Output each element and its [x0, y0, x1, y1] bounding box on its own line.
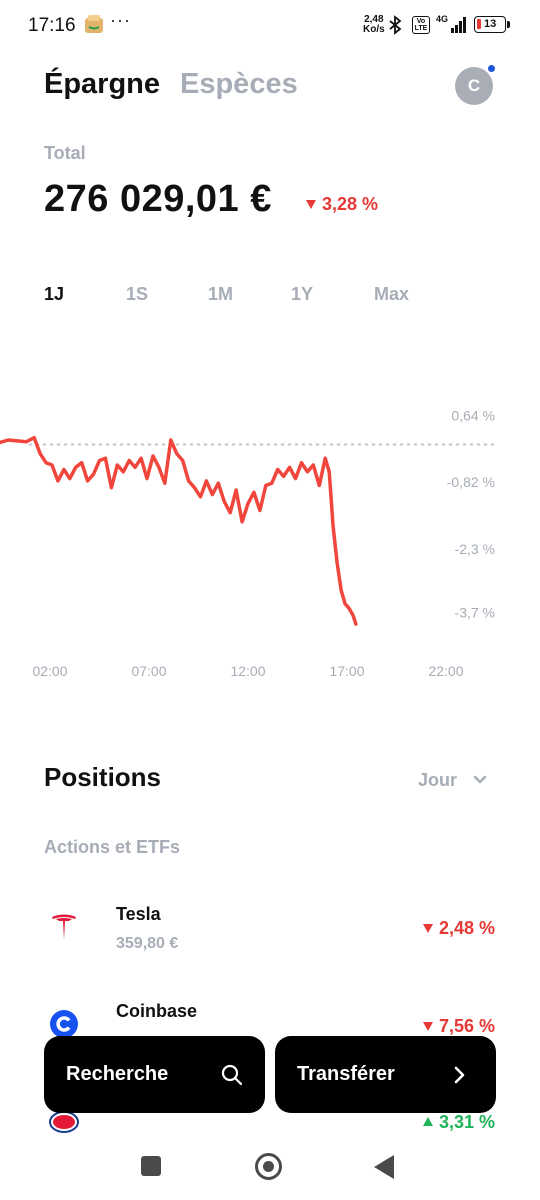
tab-especes[interactable]: Espèces	[180, 68, 298, 100]
range-tab-1y[interactable]: 1Y	[291, 284, 314, 304]
position-row-coinbase[interactable]: Coinbase 7,56 %	[0, 990, 540, 1080]
y-tick-label: -3,7 %	[455, 605, 495, 621]
bluetooth-icon	[389, 15, 402, 35]
more-notifications-icon: ···	[110, 10, 131, 30]
home-icon-dot	[263, 1161, 274, 1172]
x-tick-label: 07:00	[131, 663, 166, 679]
down-arrow-icon	[422, 924, 433, 933]
position-change: 2,48 %	[422, 918, 495, 939]
chevron-down-icon[interactable]	[472, 772, 488, 788]
network-speed: 2,48 Ko/s	[363, 15, 385, 35]
x-tick-label: 02:00	[32, 663, 67, 679]
range-tab-max[interactable]: Max	[374, 284, 410, 304]
signal-icon	[451, 17, 466, 33]
position-change: 7,56 %	[422, 1016, 495, 1037]
network-type: 4G	[436, 14, 449, 24]
transfer-button-label: Transférer	[297, 1063, 395, 1085]
tesla-logo-icon	[52, 914, 76, 940]
position-change-value: 7,56 %	[438, 1016, 495, 1036]
total-value: 276 029,01 €	[44, 178, 272, 220]
battery-icon: 13	[474, 16, 506, 33]
total-label: Total	[44, 143, 86, 163]
search-icon	[221, 1064, 243, 1086]
position-name: Tesla	[116, 904, 161, 924]
x-tick-label: 17:00	[329, 663, 364, 679]
notification-dot	[487, 64, 496, 73]
battery-level	[477, 19, 481, 29]
down-arrow-icon	[422, 1022, 433, 1031]
position-price: 359,80 €	[116, 935, 179, 952]
network-speed-unit: Ko/s	[363, 24, 385, 35]
y-tick-label: 0,64 %	[451, 407, 495, 423]
x-tick-label: 12:00	[230, 663, 265, 679]
y-tick-label: -2,3 %	[455, 541, 495, 557]
y-tick-label: -0,82 %	[447, 474, 495, 490]
position-row-esso[interactable]: 3,31 %	[0, 1088, 540, 1178]
search-button[interactable]: Recherche	[44, 1036, 265, 1113]
range-tab-1s[interactable]: 1S	[126, 284, 149, 304]
network-speed-value: 2,48	[364, 14, 384, 25]
search-button-label: Recherche	[66, 1063, 169, 1085]
performance-chart[interactable]: 0,64 % -0,82 % -2,3 % -3,7 % 02:00 07:00 12:0…	[0, 370, 540, 690]
recents-icon[interactable]	[141, 1156, 161, 1176]
total-change: 3,28 %	[306, 194, 378, 215]
positions-title: Positions	[44, 762, 162, 792]
range-tab-1m[interactable]: 1M	[208, 284, 234, 304]
battery-cap	[507, 21, 510, 28]
avatar[interactable]: C	[455, 67, 493, 105]
series-line-0	[0, 435, 358, 626]
status-time: 17:16	[28, 15, 76, 36]
status-bar: 17:16 ··· 2,48 Ko/s Vo LTE 4G 13	[0, 0, 540, 52]
coinbase-logo-icon	[50, 1010, 78, 1038]
navigation-bar	[0, 1140, 540, 1200]
back-icon[interactable]	[374, 1155, 394, 1179]
chevron-right-icon	[454, 1066, 465, 1084]
range-tab-1j[interactable]: 1J	[44, 284, 65, 304]
section-label: Actions et ETFs	[44, 837, 181, 857]
position-change-value: 2,48 %	[438, 918, 495, 938]
period-select[interactable]: Jour	[418, 770, 458, 790]
volte-icon: Vo LTE	[412, 16, 430, 34]
total-change-value: 3,28 %	[322, 194, 379, 214]
position-change-value: 3,31 %	[438, 1112, 495, 1132]
home-icon[interactable]	[255, 1153, 282, 1180]
down-arrow-icon	[306, 200, 316, 209]
esso-logo-icon	[49, 1111, 79, 1133]
x-tick-label: 22:00	[428, 663, 463, 679]
app-notification-icon	[85, 15, 103, 33]
battery-percent: 13	[484, 18, 497, 30]
transfer-button[interactable]: Transférer	[275, 1036, 496, 1113]
position-row-tesla[interactable]: Tesla 359,80 € 2,48 %	[0, 890, 540, 980]
up-arrow-icon	[422, 1117, 433, 1126]
position-change: 3,31 %	[422, 1112, 495, 1133]
tab-epargne[interactable]: Épargne	[44, 68, 161, 100]
position-name: Coinbase	[116, 1001, 198, 1021]
